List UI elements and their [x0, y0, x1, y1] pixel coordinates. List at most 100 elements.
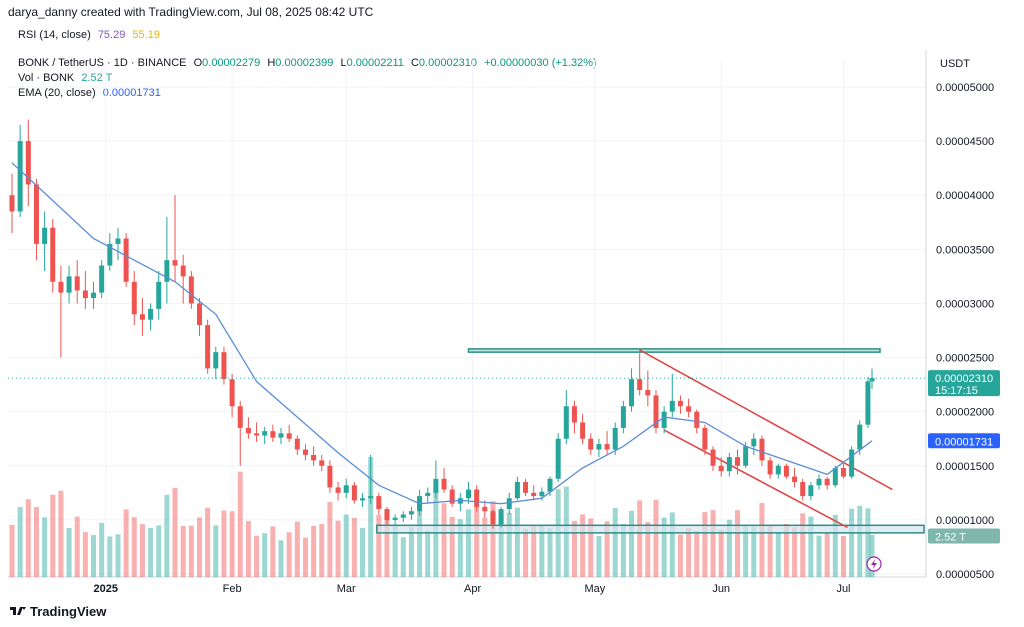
lightning-bolt [871, 559, 877, 569]
candle-body [319, 460, 325, 466]
candle-body [156, 281, 162, 309]
resistance-zone [467, 348, 881, 353]
volume-bar [392, 524, 398, 577]
candle-body [58, 281, 64, 293]
candle-body [523, 482, 529, 493]
candle-body [661, 411, 667, 428]
symbol-name[interactable]: BONK / TetherUS · 1D · BINANCE [18, 57, 187, 69]
volume-bar [865, 508, 871, 577]
price-badge-text: 15:17:15 [935, 385, 978, 397]
candle-body [775, 465, 781, 475]
volume-bar [50, 494, 56, 577]
candle-body [205, 325, 211, 369]
rsi-legend: RSI (14, close) 75.29 55.19 [18, 29, 164, 41]
channel-lower-line [663, 429, 848, 529]
volume-bar [205, 507, 211, 577]
candle-body [335, 487, 341, 493]
candle-body [433, 478, 439, 493]
candle-body [139, 314, 145, 320]
candle-body [792, 476, 798, 483]
tradingview-logo-text: TradingView [30, 604, 107, 619]
volume-bar [482, 517, 488, 577]
volume-bar [343, 514, 349, 577]
volume-bar [539, 525, 545, 577]
candle-body [869, 378, 875, 382]
y-tick-label: 0.00001500 [936, 461, 994, 473]
volume-bar [254, 535, 260, 577]
candle-body [123, 238, 129, 282]
candle-body [482, 506, 488, 512]
candle-body [131, 281, 137, 315]
volume-bar [474, 506, 480, 577]
candle-body [686, 406, 692, 412]
tradingview-logo: TradingView [10, 604, 106, 619]
candle-body [441, 478, 447, 490]
price-change: +0.00000030 (+1.32%) [484, 57, 597, 69]
candle-body [42, 227, 48, 244]
volume-bar [335, 520, 341, 577]
volume-bar [311, 525, 317, 577]
volume-bar [612, 507, 618, 577]
volume-bar [531, 526, 537, 577]
volume-bar [743, 524, 749, 577]
volume-bar [82, 532, 88, 577]
channel-upper-line [639, 349, 893, 491]
candle-body [612, 427, 618, 450]
y-tick-label: 0.00002000 [936, 407, 994, 419]
volume-bar [25, 499, 31, 577]
volume-bar [465, 509, 471, 577]
volume-bar [33, 507, 39, 577]
volume-bar [294, 521, 300, 577]
volume-bar [620, 523, 626, 577]
candle-body [188, 276, 194, 304]
volume-bar [302, 537, 308, 577]
candle-body [164, 260, 170, 282]
x-tick-label: Apr [464, 583, 481, 595]
ohlc-close: C0.00002310 [410, 57, 478, 69]
candle-body [824, 478, 830, 486]
volume-bar [107, 536, 113, 577]
volume-bar [783, 524, 789, 577]
volume-bar [751, 526, 757, 577]
y-tick-label: 0.00004000 [936, 190, 994, 202]
volume-bar [792, 527, 798, 577]
candle-body [196, 303, 202, 326]
volume-bar [368, 457, 374, 577]
ohlc-high: H0.00002399 [267, 57, 334, 69]
ema-legend: EMA (20, close) 0.00001731 [18, 87, 165, 99]
candle-body [474, 489, 480, 507]
x-tick-label: Jun [712, 583, 730, 595]
volume-bar [351, 517, 357, 577]
y-tick-label: 0.00001000 [936, 515, 994, 527]
candle-body [580, 422, 586, 439]
candle-body [327, 465, 333, 488]
candle-body [588, 438, 594, 450]
volume-bar [278, 540, 284, 577]
volume-bar [547, 528, 553, 577]
ema-label: EMA (20, close) [18, 87, 96, 99]
candle-body [400, 514, 406, 518]
candle-body [33, 184, 39, 244]
candle-body [490, 511, 496, 525]
volume-bar [148, 527, 154, 577]
volume-bar [490, 501, 496, 577]
volume-bar [400, 537, 406, 577]
candle-body [849, 449, 855, 477]
volume-label: Vol · BONK [18, 72, 75, 84]
support-zone [376, 524, 925, 534]
x-tick-label: Feb [223, 583, 242, 595]
volume-bar [514, 507, 520, 577]
volume-bar [196, 517, 202, 577]
candle-body [718, 465, 724, 472]
x-tick-label: May [584, 583, 605, 595]
volume-bar [164, 494, 170, 577]
candle-body [376, 496, 382, 510]
candle-body [677, 400, 683, 407]
currency-label: USDT [940, 58, 970, 70]
volume-bar [775, 531, 781, 577]
rsi-value-2: 55.19 [132, 29, 160, 41]
candle-body [539, 491, 545, 497]
candle-body [343, 485, 349, 493]
candle-body [840, 467, 846, 477]
